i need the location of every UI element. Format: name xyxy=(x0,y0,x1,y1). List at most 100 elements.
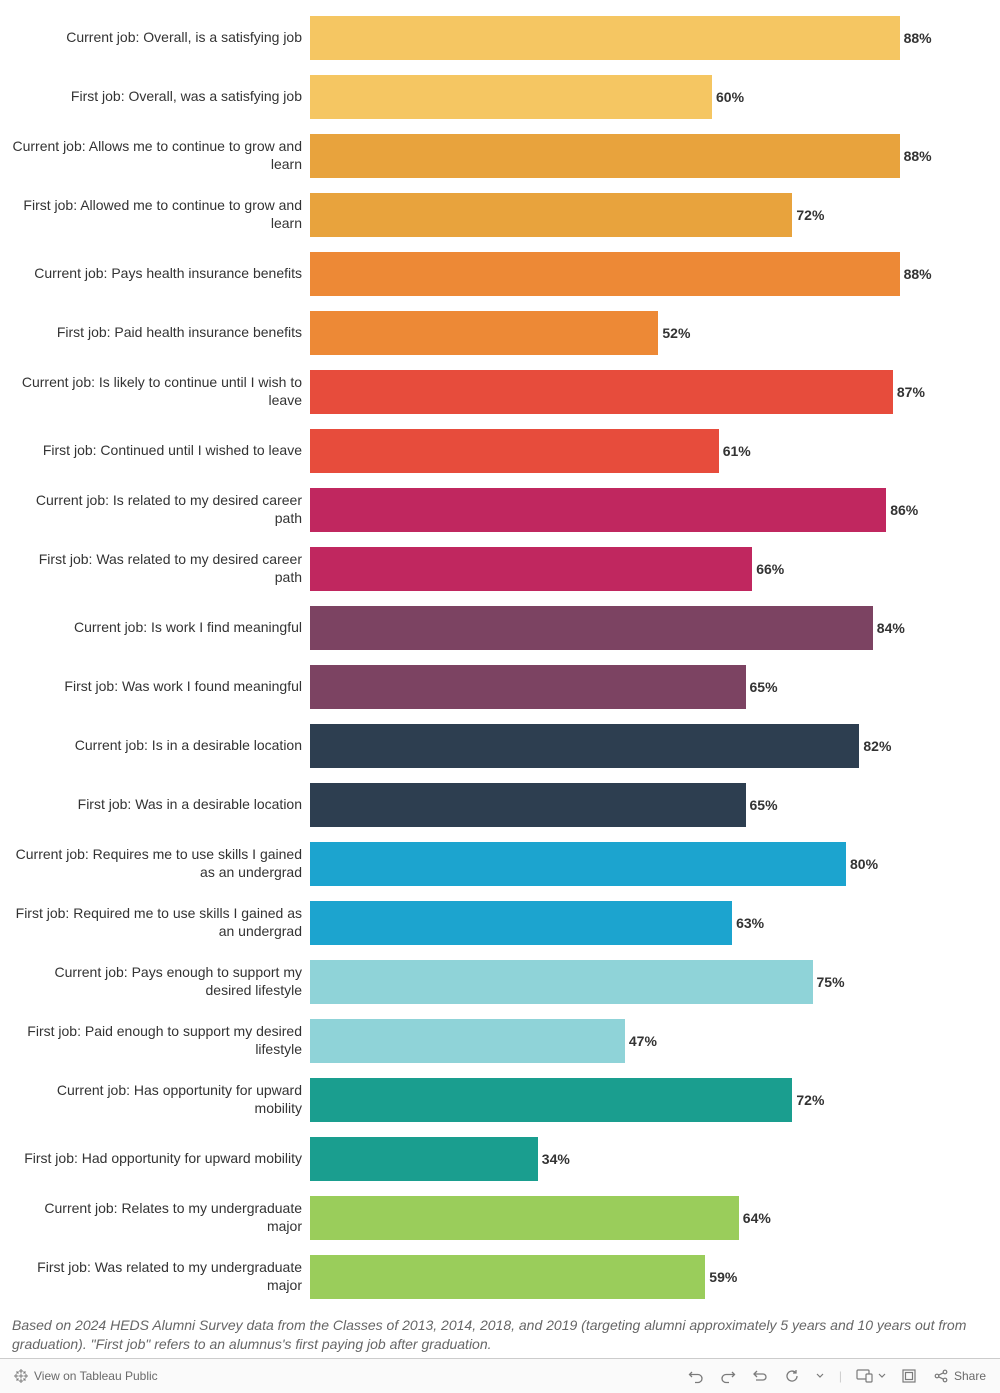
bar-row: First job: Was related to my desired car… xyxy=(10,541,980,596)
bar-row: Current job: Is in a desirable location8… xyxy=(10,718,980,773)
bar-row: Current job: Relates to my undergraduate… xyxy=(10,1190,980,1245)
device-caret-icon[interactable] xyxy=(878,1367,886,1385)
bar-fill[interactable] xyxy=(310,429,719,473)
bar-fill[interactable] xyxy=(310,842,846,886)
bar-value: 60% xyxy=(716,89,744,105)
dropdown-caret-icon[interactable] xyxy=(815,1367,825,1385)
bar-fill[interactable] xyxy=(310,134,900,178)
bar-value: 88% xyxy=(904,148,932,164)
bar-row: Current job: Is work I find meaningful 84… xyxy=(10,600,980,655)
bar-row: First job: Was in a desirable location65… xyxy=(10,777,980,832)
redo-icon[interactable] xyxy=(719,1367,737,1385)
revert-icon[interactable] xyxy=(751,1367,769,1385)
bar-label: Current job: Is related to my desired ca… xyxy=(10,492,310,527)
device-preview-icon[interactable] xyxy=(856,1367,874,1385)
bar-track: 75% xyxy=(310,960,980,1004)
bar-track: 64% xyxy=(310,1196,980,1240)
bar-label: Current job: Pays health insurance benef… xyxy=(10,265,310,283)
bar-track: 63% xyxy=(310,901,980,945)
bar-row: First job: Allowed me to continue to gro… xyxy=(10,187,980,242)
bar-label: First job: Allowed me to continue to gro… xyxy=(10,197,310,232)
bar-value: 59% xyxy=(709,1269,737,1285)
bar-fill[interactable] xyxy=(310,665,746,709)
tableau-toolbar: View on Tableau Public | xyxy=(0,1359,1000,1393)
bar-fill[interactable] xyxy=(310,901,732,945)
bar-value: 84% xyxy=(877,620,905,636)
bar-label: Current job: Pays enough to support my d… xyxy=(10,964,310,999)
bar-chart: Current job: Overall, is a satisfying jo… xyxy=(0,0,1000,1304)
bar-track: 80% xyxy=(310,842,980,886)
bar-row: First job: Had opportunity for upward mo… xyxy=(10,1131,980,1186)
bar-fill[interactable] xyxy=(310,1019,625,1063)
bar-label: Current job: Is in a desirable location xyxy=(10,737,310,755)
bar-value: 65% xyxy=(750,679,778,695)
bar-value: 86% xyxy=(890,502,918,518)
bar-value: 72% xyxy=(796,207,824,223)
bar-row: First job: Paid enough to support my des… xyxy=(10,1013,980,1068)
bar-row: First job: Overall, was a satisfying job… xyxy=(10,69,980,124)
bar-track: 59% xyxy=(310,1255,980,1299)
bar-fill[interactable] xyxy=(310,193,792,237)
bar-fill[interactable] xyxy=(310,1196,739,1240)
bar-row: First job: Continued until I wished to l… xyxy=(10,423,980,478)
toolbar-right: | Share xyxy=(687,1367,986,1385)
bar-fill[interactable] xyxy=(310,252,900,296)
bar-fill[interactable] xyxy=(310,311,658,355)
bar-label: Current job: Requires me to use skills I… xyxy=(10,846,310,881)
bar-fill[interactable] xyxy=(310,1078,792,1122)
bar-row: Current job: Requires me to use skills I… xyxy=(10,836,980,891)
bar-fill[interactable] xyxy=(310,724,859,768)
bar-label: Current job: Allows me to continue to gr… xyxy=(10,138,310,173)
bar-label: First job: Had opportunity for upward mo… xyxy=(10,1150,310,1168)
bar-track: 87% xyxy=(310,370,980,414)
share-button[interactable]: Share xyxy=(932,1367,986,1385)
bar-label: First job: Continued until I wished to l… xyxy=(10,442,310,460)
toolbar-left: View on Tableau Public xyxy=(14,1369,158,1383)
bar-value: 47% xyxy=(629,1033,657,1049)
bar-label: First job: Paid enough to support my des… xyxy=(10,1023,310,1058)
bar-track: 82% xyxy=(310,724,980,768)
bar-track: 88% xyxy=(310,134,980,178)
bar-label: Current job: Is work I find meaningful xyxy=(10,619,310,637)
bar-row: Current job: Is likely to continue until… xyxy=(10,364,980,419)
view-on-tableau-link[interactable]: View on Tableau Public xyxy=(34,1369,158,1383)
bar-track: 52% xyxy=(310,311,980,355)
bar-row: First job: Required me to use skills I g… xyxy=(10,895,980,950)
bar-fill[interactable] xyxy=(310,1255,705,1299)
bar-label: First job: Paid health insurance benefit… xyxy=(10,324,310,342)
bar-fill[interactable] xyxy=(310,960,813,1004)
bar-label: Current job: Is likely to continue until… xyxy=(10,374,310,409)
bar-track: 84% xyxy=(310,606,980,650)
bar-track: 47% xyxy=(310,1019,980,1063)
bar-value: 87% xyxy=(897,384,925,400)
bar-fill[interactable] xyxy=(310,75,712,119)
bar-track: 86% xyxy=(310,488,980,532)
bar-track: 60% xyxy=(310,75,980,119)
bar-track: 65% xyxy=(310,665,980,709)
bar-label: First job: Overall, was a satisfying job xyxy=(10,88,310,106)
refresh-icon[interactable] xyxy=(783,1367,801,1385)
bar-track: 66% xyxy=(310,547,980,591)
bar-value: 34% xyxy=(542,1151,570,1167)
bar-label: First job: Was related to my undergradua… xyxy=(10,1259,310,1294)
bar-label: Current job: Overall, is a satisfying jo… xyxy=(10,29,310,47)
bar-row: First job: Was related to my undergradua… xyxy=(10,1249,980,1304)
bar-fill[interactable] xyxy=(310,547,752,591)
bar-fill[interactable] xyxy=(310,370,893,414)
bar-track: 88% xyxy=(310,16,980,60)
bar-track: 72% xyxy=(310,1078,980,1122)
bar-label: First job: Was work I found meaningful xyxy=(10,678,310,696)
tableau-logo-icon xyxy=(14,1369,28,1383)
bar-value: 88% xyxy=(904,266,932,282)
bar-value: 66% xyxy=(756,561,784,577)
bar-fill[interactable] xyxy=(310,783,746,827)
bar-fill[interactable] xyxy=(310,1137,538,1181)
bar-label: Current job: Has opportunity for upward … xyxy=(10,1082,310,1117)
bar-fill[interactable] xyxy=(310,16,900,60)
bar-row: First job: Paid health insurance benefit… xyxy=(10,305,980,360)
bar-track: 34% xyxy=(310,1137,980,1181)
bar-fill[interactable] xyxy=(310,488,886,532)
fullscreen-icon[interactable] xyxy=(900,1367,918,1385)
bar-fill[interactable] xyxy=(310,606,873,650)
undo-icon[interactable] xyxy=(687,1367,705,1385)
